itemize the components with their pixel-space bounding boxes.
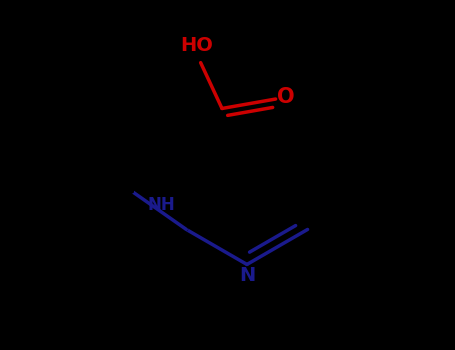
Text: O: O bbox=[277, 88, 294, 107]
Text: NH: NH bbox=[147, 196, 175, 213]
Text: HO: HO bbox=[180, 36, 213, 55]
Text: N: N bbox=[239, 266, 255, 285]
